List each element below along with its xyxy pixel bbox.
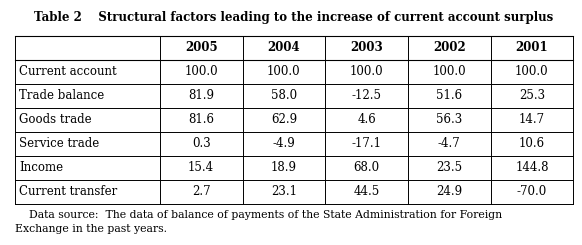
Text: 62.9: 62.9 [271, 113, 297, 126]
Text: 100.0: 100.0 [432, 65, 466, 78]
Text: Trade balance: Trade balance [19, 89, 104, 102]
Text: 2003: 2003 [350, 41, 383, 54]
Text: Goods trade: Goods trade [19, 113, 92, 126]
Text: 2005: 2005 [185, 41, 218, 54]
Text: 100.0: 100.0 [515, 65, 549, 78]
Text: 100.0: 100.0 [267, 65, 301, 78]
Text: -17.1: -17.1 [352, 137, 382, 150]
Text: 81.9: 81.9 [188, 89, 214, 102]
Text: 10.6: 10.6 [519, 137, 545, 150]
Text: Current account: Current account [19, 65, 117, 78]
Text: 58.0: 58.0 [271, 89, 297, 102]
Text: 2002: 2002 [433, 41, 466, 54]
Text: 15.4: 15.4 [188, 161, 214, 174]
Text: 25.3: 25.3 [519, 89, 545, 102]
Text: 24.9: 24.9 [436, 185, 462, 198]
Text: 18.9: 18.9 [271, 161, 297, 174]
Text: 44.5: 44.5 [353, 185, 379, 198]
Text: Table 2    Structural factors leading to the increase of current account surplus: Table 2 Structural factors leading to th… [34, 11, 553, 24]
Text: 2004: 2004 [268, 41, 300, 54]
Text: 23.1: 23.1 [271, 185, 297, 198]
Text: 51.6: 51.6 [436, 89, 462, 102]
Text: 23.5: 23.5 [436, 161, 462, 174]
Text: Service trade: Service trade [19, 137, 100, 150]
Text: 2001: 2001 [516, 41, 548, 54]
Text: 56.3: 56.3 [436, 113, 462, 126]
Text: -4.7: -4.7 [438, 137, 460, 150]
Text: 100.0: 100.0 [184, 65, 218, 78]
Text: Income: Income [19, 161, 63, 174]
Text: -12.5: -12.5 [352, 89, 382, 102]
Text: 100.0: 100.0 [350, 65, 384, 78]
Text: 68.0: 68.0 [353, 161, 379, 174]
Text: -4.9: -4.9 [272, 137, 295, 150]
Text: 14.7: 14.7 [519, 113, 545, 126]
Text: 0.3: 0.3 [192, 137, 211, 150]
Text: 2.7: 2.7 [192, 185, 211, 198]
Text: 4.6: 4.6 [357, 113, 376, 126]
Text: Data source:  The data of balance of payments of the State Administration for Fo: Data source: The data of balance of paym… [15, 210, 502, 234]
Text: Current transfer: Current transfer [19, 185, 118, 198]
Text: 81.6: 81.6 [188, 113, 214, 126]
Text: -70.0: -70.0 [517, 185, 547, 198]
Text: 144.8: 144.8 [515, 161, 549, 174]
